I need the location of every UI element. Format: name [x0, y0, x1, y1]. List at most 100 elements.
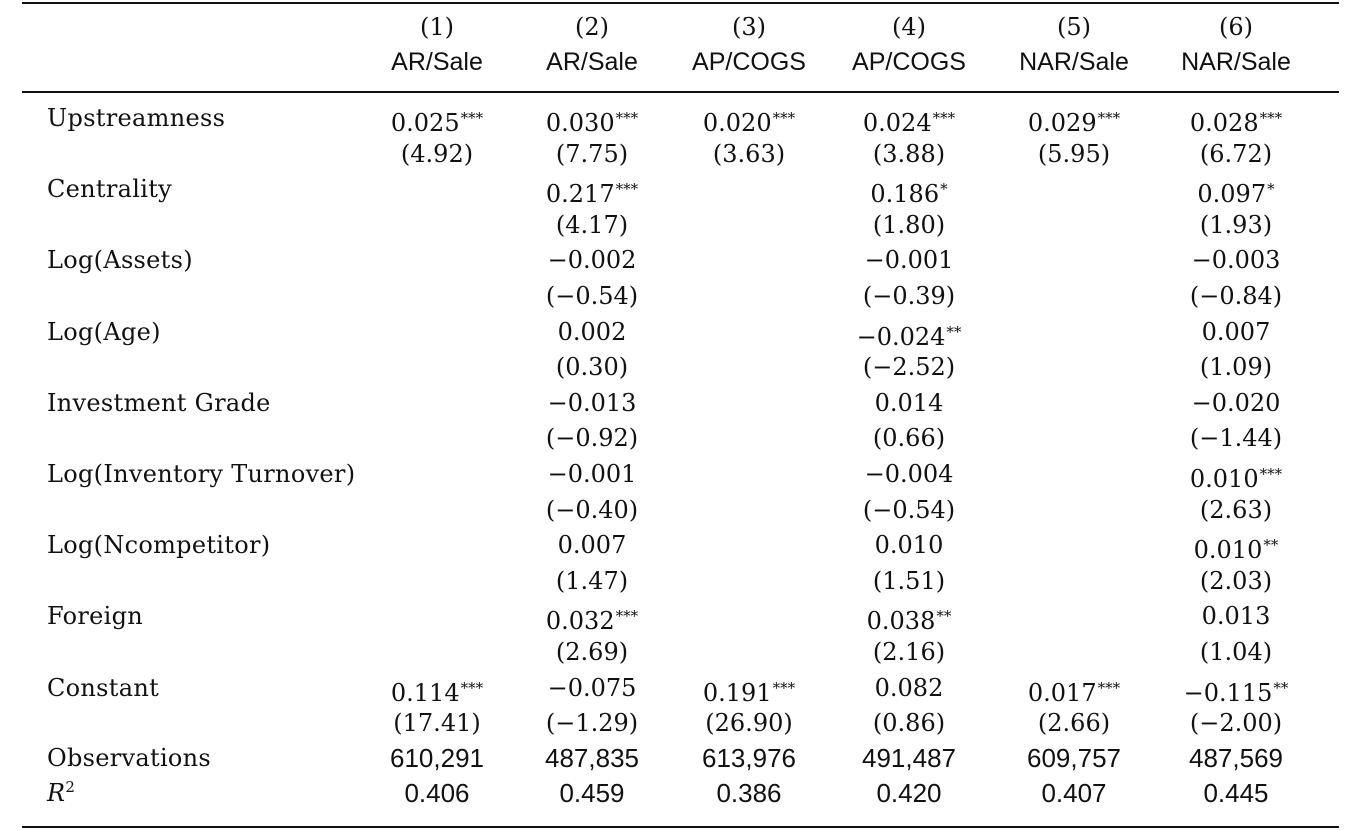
- row-label: Log(Ncompetitor): [47, 531, 271, 560]
- t-statistic-cell: (−0.54): [862, 495, 956, 524]
- bottom-rule: [22, 826, 1339, 828]
- coefficient-cell: 0.010: [834, 530, 984, 560]
- coefficient-value: −0.001: [547, 460, 637, 488]
- t-statistic-cell: (3.88): [872, 139, 946, 168]
- significance-stars: **: [1273, 678, 1289, 697]
- t-statistic-cell: (6.72): [1199, 139, 1273, 168]
- t-statistic-cell: (−0.54): [545, 282, 639, 310]
- coefficient-value: 0.217: [545, 180, 615, 209]
- t-statistic-cell: (−2.00): [1189, 709, 1283, 738]
- t-statistic-cell: (2.66): [1037, 709, 1111, 738]
- r-squared-symbol: R: [47, 779, 66, 808]
- coefficient-cell: 0.038**: [834, 601, 984, 636]
- significance-stars: *: [1267, 180, 1275, 199]
- observations-value: 487,569: [1189, 742, 1283, 773]
- coefficient-value: 0.191: [702, 678, 772, 707]
- t-statistic-cell: (0.86): [872, 709, 946, 738]
- coefficient-cell: 0.014: [834, 388, 984, 418]
- coefficient-cell: −0.004: [834, 459, 984, 489]
- coefficient-cell: 0.007: [1161, 317, 1311, 347]
- t-statistic-cell: (0.30): [555, 353, 629, 382]
- r-squared-value: 0.445: [1203, 778, 1269, 809]
- row-label: Log(Inventory Turnover): [47, 460, 356, 488]
- t-statistic-cell: (3.63): [712, 139, 786, 168]
- coefficient-cell: 0.186*: [834, 174, 984, 209]
- column-number: (3): [732, 13, 766, 41]
- t-statistic-cell: (1.80): [872, 210, 946, 239]
- coefficient-value: 0.014: [874, 388, 944, 417]
- coefficient-value: 0.114: [390, 678, 460, 707]
- t-statistic-cell: (−0.92): [545, 424, 639, 453]
- t-statistic-cell: (−1.44): [1189, 424, 1283, 453]
- significance-stars: ***: [615, 607, 639, 626]
- coefficient-cell: 0.217***: [517, 174, 667, 209]
- r-squared-label: R2: [47, 778, 75, 808]
- coefficient-cell: 0.082: [834, 673, 984, 703]
- t-statistic-cell: (4.17): [555, 210, 629, 239]
- coefficient-value: 0.007: [1201, 317, 1271, 346]
- coefficient-cell: 0.030***: [517, 103, 667, 138]
- t-statistic-cell: (2.63): [1199, 495, 1273, 524]
- column-label: AR/Sale: [391, 48, 483, 76]
- r-squared-value: 0.406: [404, 778, 470, 809]
- coefficient-cell: −0.013: [517, 388, 667, 418]
- coefficient-cell: −0.024**: [834, 317, 984, 352]
- t-statistic-cell: (−0.39): [862, 282, 956, 310]
- coefficient-value: −0.024: [856, 322, 946, 351]
- coefficient-value: 0.002: [557, 317, 627, 346]
- r-squared-value: 0.407: [1041, 778, 1107, 809]
- t-statistic-cell: (−2.52): [862, 353, 956, 382]
- significance-stars: ***: [615, 180, 639, 199]
- coefficient-value: 0.032: [545, 607, 615, 636]
- observations-value: 613,976: [702, 742, 796, 773]
- t-statistic-cell: (0.66): [872, 424, 946, 453]
- significance-stars: ***: [460, 678, 484, 697]
- coefficient-value: 0.028: [1189, 109, 1259, 137]
- significance-stars: ***: [1259, 465, 1283, 483]
- significance-stars: ***: [1259, 109, 1283, 127]
- significance-stars: ***: [615, 109, 639, 127]
- column-label: AR/Sale: [546, 48, 638, 76]
- coefficient-cell: 0.024***: [834, 103, 984, 138]
- coefficient-cell: −0.001: [517, 459, 667, 489]
- column-label: AP/COGS: [692, 48, 806, 76]
- observations-value: 609,757: [1027, 742, 1121, 773]
- coefficient-value: 0.029: [1027, 109, 1097, 137]
- coefficient-cell: 0.020***: [674, 103, 824, 138]
- r-squared-value: 0.386: [716, 778, 782, 809]
- t-statistic-cell: (−1.29): [545, 709, 639, 738]
- coefficient-value: 0.038: [866, 607, 936, 636]
- row-label: Upstreamness: [47, 104, 226, 132]
- coefficient-cell: 0.114***: [362, 673, 512, 708]
- r-squared-superscript: 2: [65, 778, 76, 797]
- coefficient-value: 0.020: [702, 109, 772, 137]
- t-statistic-cell: (7.75): [555, 139, 629, 168]
- coefficient-value: 0.017: [1027, 678, 1097, 707]
- t-statistic-cell: (−0.84): [1189, 282, 1283, 310]
- coefficient-cell: 0.010**: [1161, 530, 1311, 565]
- observations-value: 487,835: [545, 742, 639, 773]
- t-statistic-cell: (5.95): [1037, 139, 1111, 168]
- coefficient-cell: 0.029***: [999, 103, 1149, 138]
- t-statistic-cell: (1.93): [1199, 210, 1273, 239]
- t-statistic-cell: (2.69): [555, 638, 629, 666]
- coefficient-cell: 0.097*: [1161, 174, 1311, 209]
- column-label: NAR/Sale: [1181, 48, 1291, 76]
- significance-stars: **: [936, 607, 952, 626]
- coefficient-cell: 0.025***: [362, 103, 512, 138]
- significance-stars: ***: [460, 109, 484, 127]
- column-label: AP/COGS: [852, 48, 966, 76]
- top-rule: [22, 2, 1339, 4]
- row-label: Investment Grade: [47, 388, 271, 417]
- significance-stars: ***: [932, 109, 956, 127]
- observations-value: 491,487: [862, 742, 956, 773]
- coefficient-cell: −0.001: [834, 245, 984, 275]
- t-statistic-cell: (1.47): [555, 566, 629, 595]
- column-number: (5): [1057, 13, 1091, 41]
- r-squared-value: 0.420: [876, 778, 942, 809]
- t-statistic-cell: (1.51): [872, 566, 946, 595]
- t-statistic-cell: (4.92): [400, 139, 474, 168]
- coefficient-value: −0.001: [864, 246, 954, 275]
- coefficient-cell: 0.002: [517, 317, 667, 347]
- significance-stars: **: [1263, 536, 1279, 555]
